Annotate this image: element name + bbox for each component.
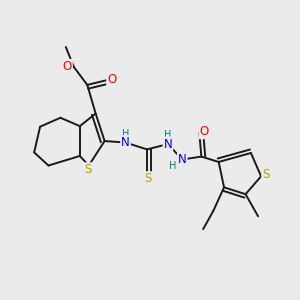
Text: H: H [164, 130, 172, 140]
Text: H: H [122, 129, 129, 139]
Text: N: N [164, 137, 172, 151]
Text: O: O [63, 60, 72, 73]
Text: O: O [107, 73, 116, 86]
Text: N: N [178, 153, 187, 166]
Text: S: S [144, 172, 152, 185]
Text: H: H [169, 161, 176, 171]
Text: O: O [200, 125, 209, 138]
Text: S: S [84, 163, 91, 176]
Text: S: S [262, 168, 269, 181]
Text: N: N [121, 136, 130, 149]
